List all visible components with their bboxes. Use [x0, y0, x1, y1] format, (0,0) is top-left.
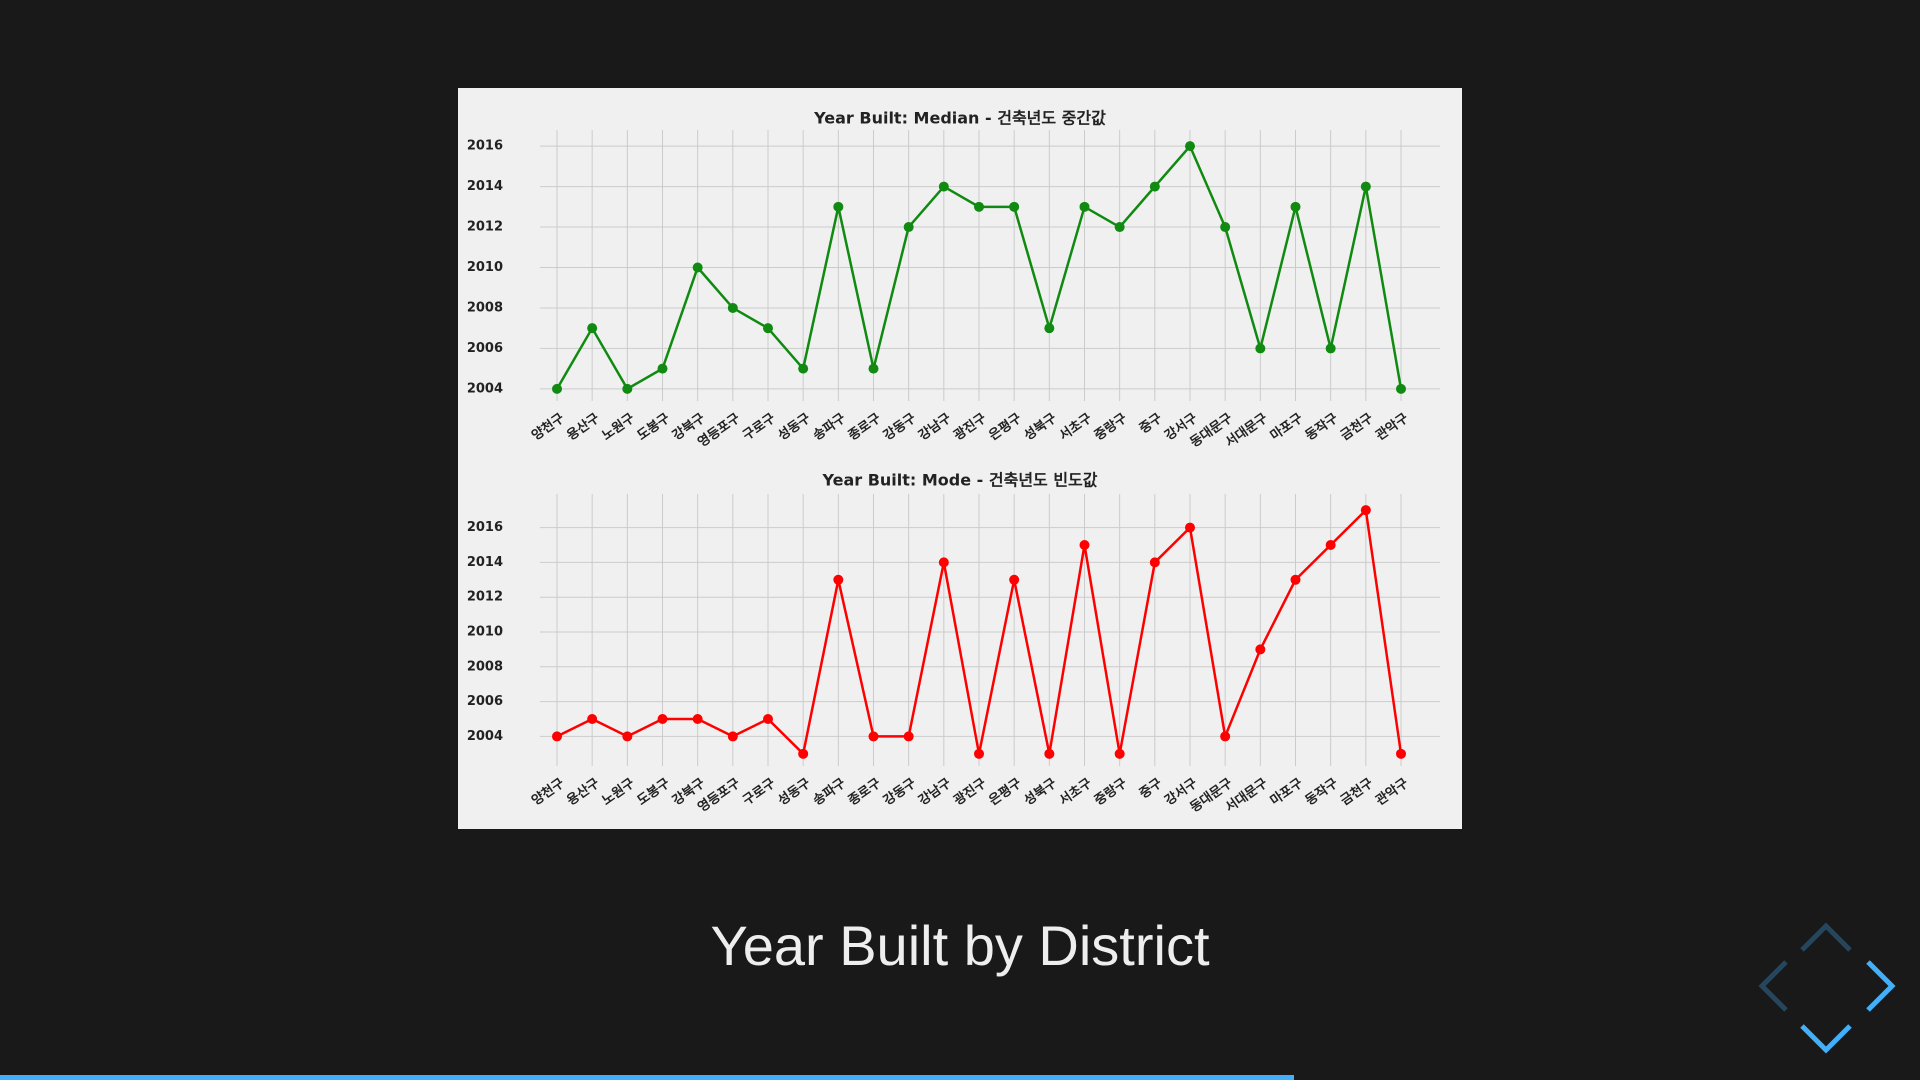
data-point: [1396, 748, 1406, 759]
data-point: [1360, 181, 1371, 192]
data-point: [1360, 505, 1371, 516]
nav-left[interactable]: [1758, 960, 1788, 1012]
y-tick-label: 2012: [467, 590, 503, 605]
y-tick-label: 2010: [467, 625, 503, 640]
data-point: [692, 714, 703, 725]
progress-bar: [0, 1075, 1294, 1080]
data-point: [1044, 748, 1055, 759]
data-point: [1149, 181, 1160, 192]
data-point: [587, 323, 598, 334]
data-point: [868, 363, 879, 374]
y-tick-label: 2010: [467, 260, 503, 275]
nav-up[interactable]: [1800, 922, 1852, 952]
data-point: [1009, 574, 1020, 585]
y-tick-label: 2004: [467, 729, 503, 744]
data-point: [1185, 522, 1195, 533]
data-point: [903, 731, 914, 742]
slide-caption: Year Built by District: [711, 914, 1210, 977]
y-tick-label: 2014: [467, 179, 503, 194]
data-point: [1220, 731, 1231, 742]
y-tick-label: 2004: [467, 381, 503, 396]
data-point: [1079, 539, 1090, 550]
data-point: [833, 201, 844, 212]
data-point: [1079, 201, 1090, 212]
data-point: [727, 302, 738, 313]
data-point: [622, 383, 633, 394]
data-point: [552, 731, 562, 742]
data-point: [552, 383, 562, 394]
y-tick-label: 2006: [467, 694, 503, 709]
data-point: [1255, 644, 1266, 655]
data-point: [657, 714, 668, 725]
data-point: [1325, 539, 1336, 550]
data-point: [1044, 323, 1055, 334]
nav-right[interactable]: [1866, 960, 1896, 1012]
y-tick-label: 2014: [467, 555, 503, 570]
data-point: [798, 748, 809, 759]
data-point: [1220, 222, 1231, 233]
data-point: [657, 363, 668, 374]
y-tick-label: 2008: [467, 300, 503, 315]
nav-down[interactable]: [1800, 1024, 1852, 1054]
data-point: [1255, 343, 1266, 354]
data-point: [763, 714, 773, 725]
data-point: [587, 714, 598, 725]
chart-panel: [458, 88, 1462, 829]
data-point: [868, 731, 879, 742]
data-point: [763, 323, 773, 334]
data-point: [1396, 383, 1406, 394]
data-point: [938, 557, 949, 568]
chart-title: Year Built: Median - 건축년도 중간값: [813, 109, 1106, 128]
y-tick-label: 2016: [467, 520, 503, 535]
data-point: [1114, 748, 1125, 759]
data-point: [938, 181, 949, 192]
data-point: [1290, 574, 1301, 585]
data-point: [1290, 201, 1301, 212]
chart-title: Year Built: Mode - 건축년도 빈도값: [821, 471, 1097, 490]
data-point: [903, 222, 914, 233]
data-point: [1009, 201, 1020, 212]
data-point: [1325, 343, 1336, 354]
data-point: [1185, 141, 1195, 152]
y-tick-label: 2006: [467, 341, 503, 356]
data-point: [974, 748, 984, 759]
data-point: [798, 363, 809, 374]
y-tick-label: 2008: [467, 659, 503, 674]
data-point: [833, 574, 844, 585]
navigation: [1758, 922, 1896, 1054]
data-point: [1149, 557, 1160, 568]
data-point: [692, 262, 703, 273]
y-tick-label: 2012: [467, 220, 503, 235]
data-point: [727, 731, 738, 742]
data-point: [974, 201, 984, 212]
data-point: [622, 731, 633, 742]
y-tick-label: 2016: [467, 139, 503, 154]
data-point: [1114, 222, 1125, 233]
